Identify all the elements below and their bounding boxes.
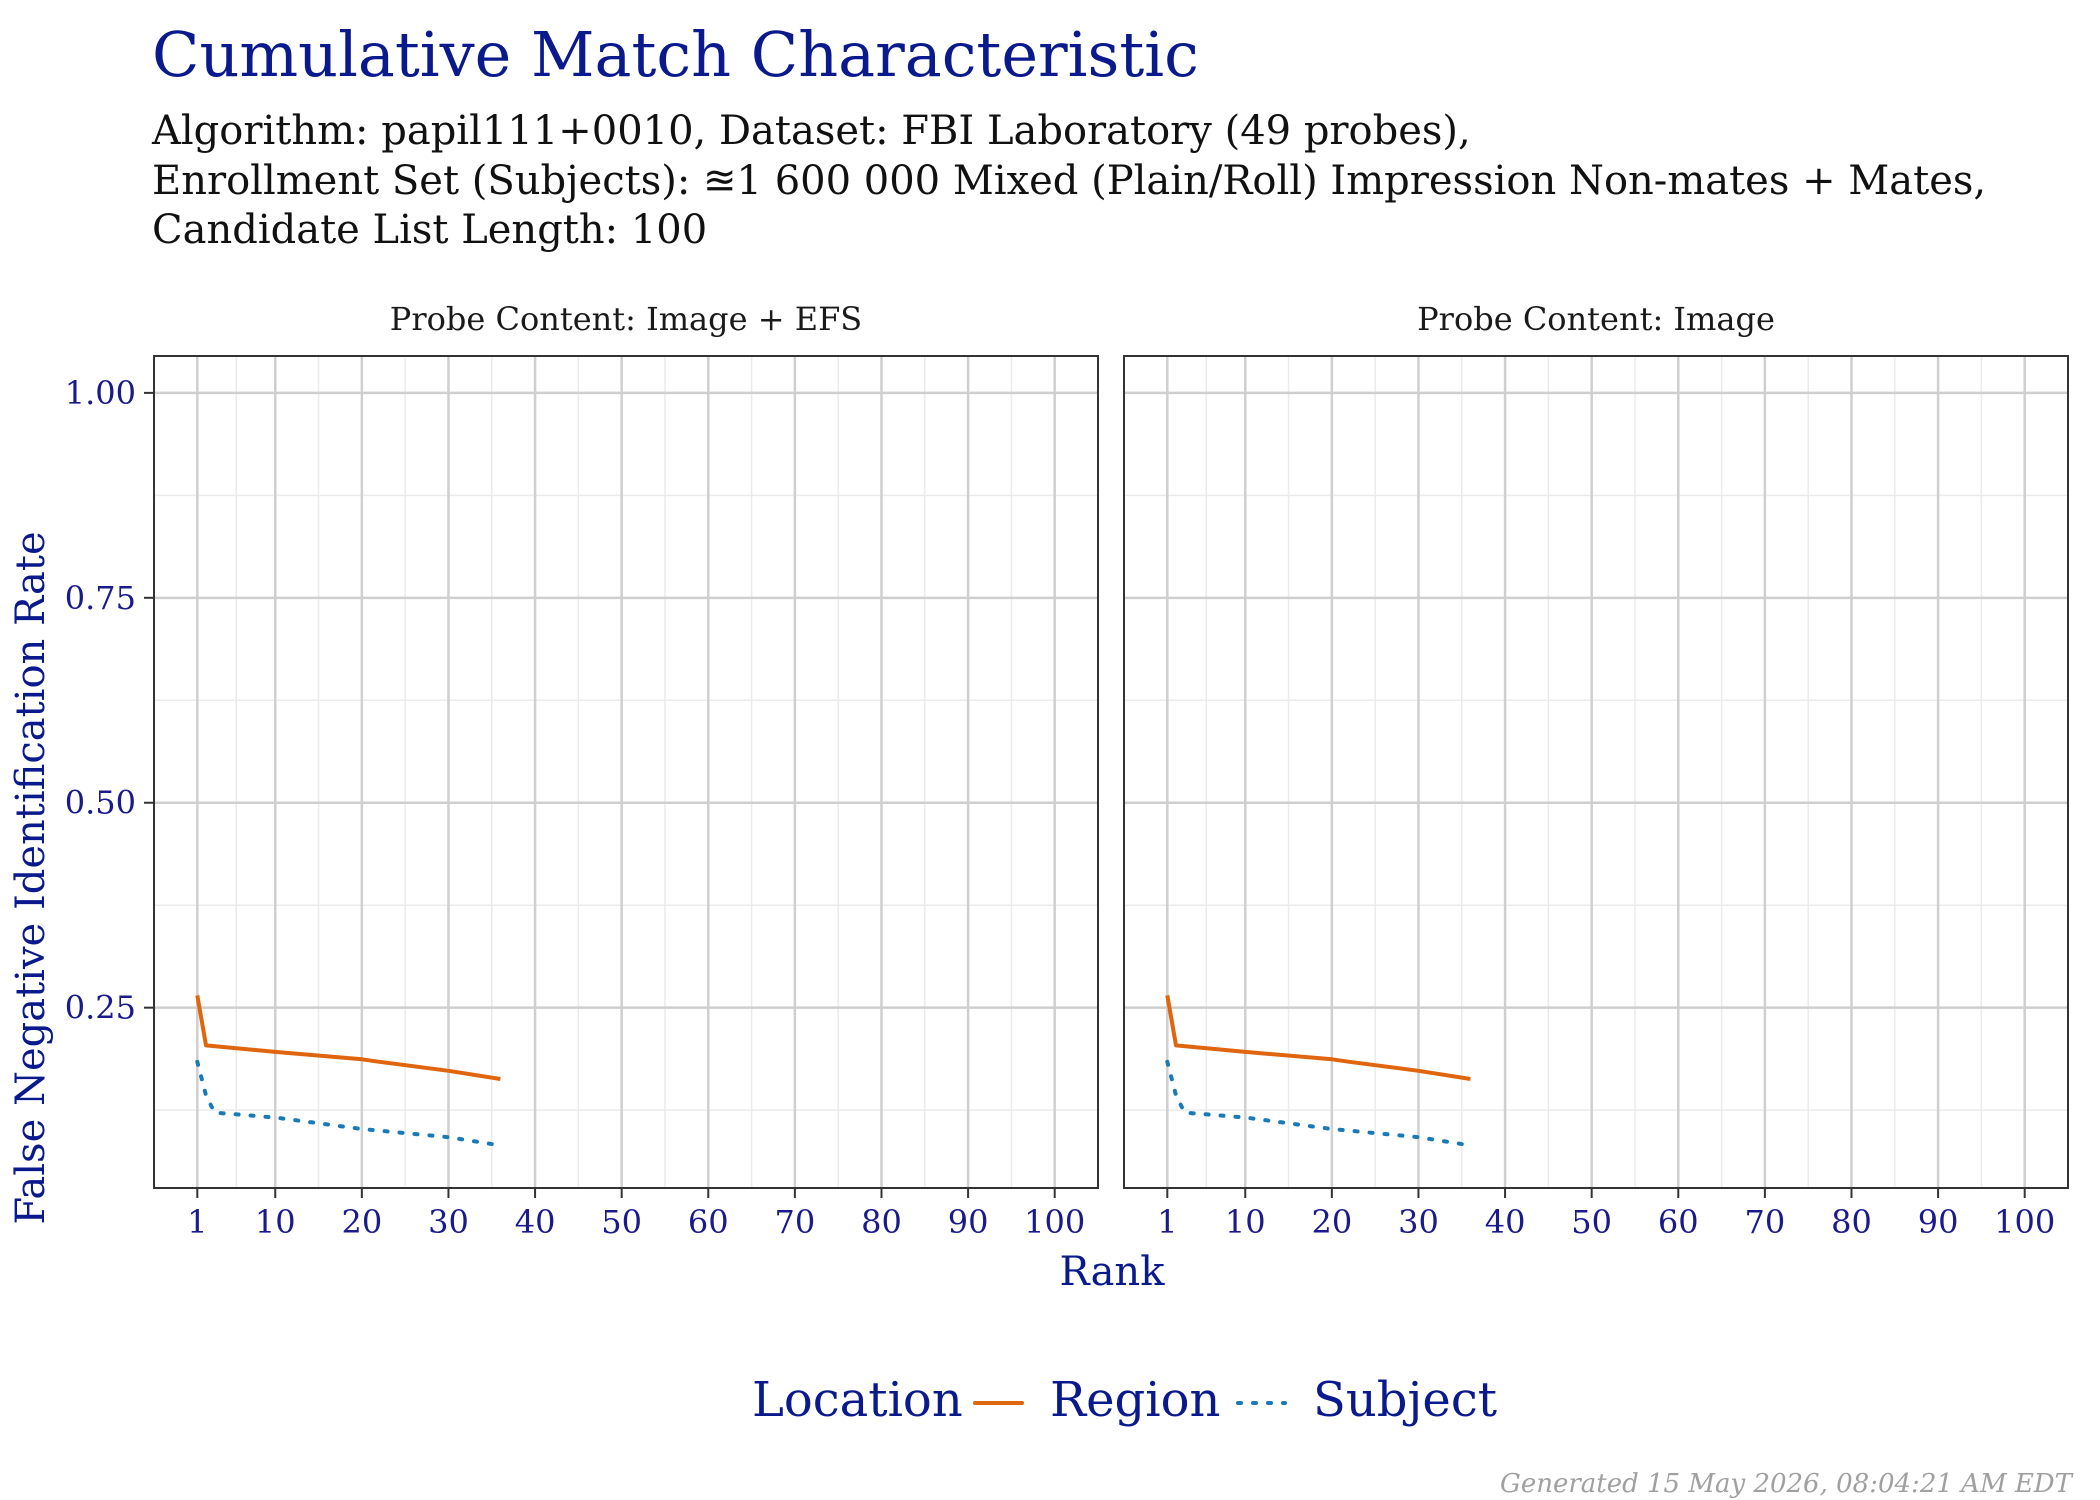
x-tick-label: 100 — [1024, 1203, 1085, 1241]
x-tick-label: 70 — [775, 1203, 816, 1241]
chart-subtitle-line-2: Enrollment Set (Subjects): ≊1 600 000 Mi… — [152, 158, 1986, 204]
legend-title: Location — [752, 1372, 963, 1428]
y-tick-label: 0.50 — [65, 784, 136, 822]
y-tick-label: 0.25 — [65, 989, 136, 1027]
series-line-subject — [195, 1059, 503, 1148]
y-axis-label: False Negative Identification Rate — [8, 531, 54, 1224]
x-tick-label: 80 — [861, 1203, 902, 1241]
x-tick-label: 20 — [1311, 1203, 1352, 1241]
panel-1: Probe Content: Image + EFS 1 10 20 30 40 50 60 7… — [153, 300, 1099, 1241]
y-axis: 1.00 0.75 0.50 0.25 — [65, 374, 154, 1027]
x-tick-label: 60 — [688, 1203, 729, 1241]
y-tick-label: 1.00 — [65, 374, 136, 412]
x-tick-label: 10 — [255, 1203, 296, 1241]
x-tick-label: 10 — [1225, 1203, 1266, 1241]
series-line-region — [195, 995, 501, 1081]
x-tick-label: 20 — [341, 1203, 382, 1241]
chart-title: Cumulative Match Characteristic — [152, 18, 1199, 91]
x-tick-label: 40 — [515, 1203, 556, 1241]
x-axis-label: Rank — [1060, 1249, 1166, 1295]
chart-subtitle-line-1: Algorithm: papil111+0010, Dataset: FBI L… — [151, 108, 1471, 154]
y-tick-label: 0.75 — [65, 579, 136, 617]
panel-border — [1123, 355, 2069, 1189]
panel-border — [153, 355, 1099, 1189]
panel-2: Probe Content: Image 1 10 20 30 40 50 60 70 80 90 1… — [1123, 300, 2069, 1241]
x-tick-label: 30 — [1398, 1203, 1439, 1241]
series-line-subject — [1165, 1059, 1473, 1148]
x-tick-label: 50 — [601, 1203, 642, 1241]
panel-strip-label: Probe Content: Image + EFS — [390, 300, 862, 338]
x-tick-label: 40 — [1485, 1203, 1526, 1241]
legend-label-region: Region — [1050, 1372, 1220, 1428]
x-tick-label: 1 — [1157, 1203, 1177, 1241]
x-tick-label: 90 — [1918, 1203, 1959, 1241]
generated-footer: Generated 15 May 2026, 08:04:21 AM EDT — [1500, 1469, 2074, 1499]
x-tick-label: 60 — [1658, 1203, 1699, 1241]
legend-label-subject: Subject — [1313, 1372, 1497, 1428]
legend: Location Region Subject — [752, 1372, 1497, 1428]
x-tick-label: 100 — [1994, 1203, 2055, 1241]
x-tick-label: 1 — [187, 1203, 207, 1241]
facet-panels: Probe Content: Image + EFS 1 10 20 30 40 50 60 7… — [153, 300, 2069, 1241]
x-tick-label: 90 — [948, 1203, 989, 1241]
series-line-region — [1165, 995, 1471, 1081]
x-tick-label: 30 — [428, 1203, 469, 1241]
panel-strip-label: Probe Content: Image — [1417, 300, 1775, 338]
x-tick-label: 80 — [1831, 1203, 1872, 1241]
x-tick-label: 50 — [1571, 1203, 1612, 1241]
x-tick-label: 70 — [1745, 1203, 1786, 1241]
chart-subtitle-line-3: Candidate List Length: 100 — [152, 207, 707, 253]
